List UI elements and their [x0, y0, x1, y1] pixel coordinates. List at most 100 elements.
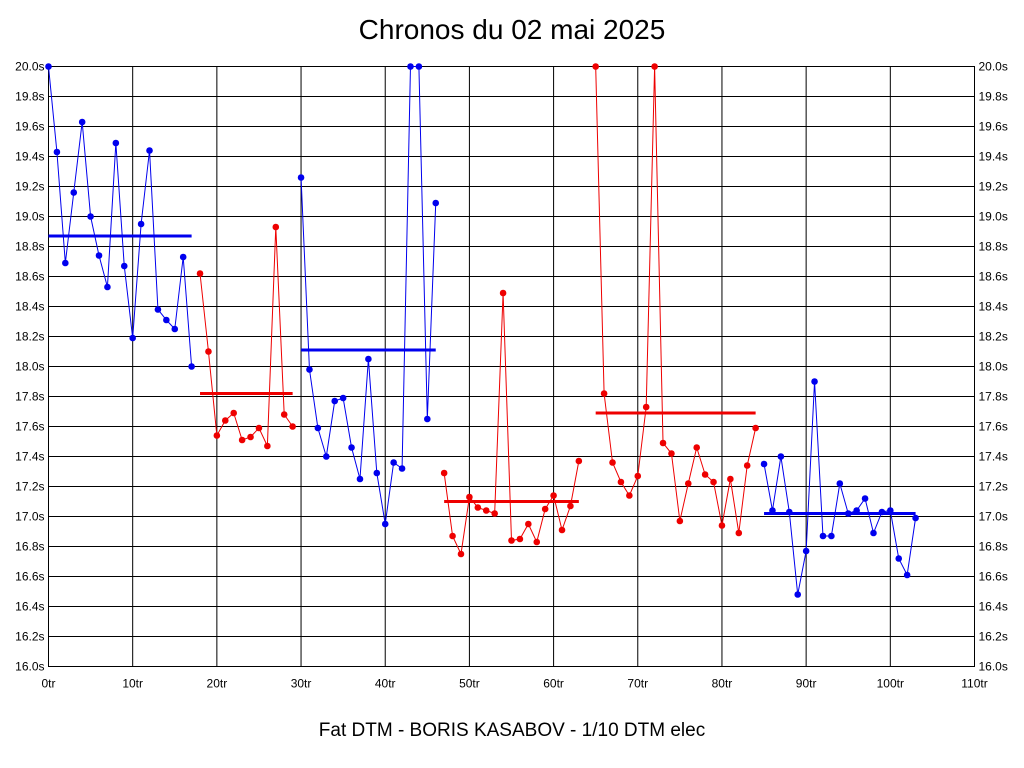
- data-point: [348, 444, 355, 451]
- y-tick-label-left: 16.2s: [15, 630, 44, 644]
- y-tick-label-right: 19.2s: [979, 180, 1008, 194]
- data-point: [129, 334, 136, 342]
- x-tick-label: 50tr: [459, 677, 480, 691]
- y-tick-label-right: 20.0s: [979, 60, 1008, 74]
- y-tick-label-right: 17.6s: [979, 420, 1008, 434]
- data-point: [567, 502, 574, 510]
- data-point: [87, 213, 94, 220]
- x-tick-label: 70tr: [627, 677, 648, 691]
- series-4: [440, 289, 583, 558]
- data-point: [508, 537, 515, 544]
- data-point: [474, 504, 482, 511]
- data-point: [558, 526, 566, 534]
- x-tick-label: 40tr: [375, 677, 396, 691]
- data-point: [516, 535, 524, 543]
- data-point: [617, 478, 625, 486]
- data-point: [828, 532, 835, 540]
- data-point: [356, 475, 364, 483]
- y-tick-label-right: 17.2s: [979, 480, 1008, 494]
- y-tick-label-left: 19.8s: [15, 90, 44, 104]
- y-tick-label-left: 19.2s: [15, 180, 44, 194]
- series-line-2: [199, 226, 294, 447]
- data-point: [154, 306, 162, 313]
- data-point: [95, 252, 103, 259]
- data-point: [735, 529, 743, 537]
- x-tick-label: 110tr: [961, 677, 987, 691]
- data-point: [482, 507, 490, 514]
- y-tick-label-left: 17.2s: [15, 480, 44, 494]
- data-point: [264, 442, 271, 450]
- data-point: [390, 459, 397, 466]
- data-point: [525, 520, 532, 528]
- data-point: [600, 390, 608, 397]
- data-point: [365, 355, 372, 363]
- data-point: [221, 417, 229, 424]
- data-point: [626, 492, 633, 499]
- y-tick-label-right: 18.6s: [979, 270, 1008, 284]
- data-point: [255, 424, 263, 432]
- data-point: [870, 529, 877, 537]
- y-tick-label-right: 16.0s: [979, 660, 1008, 674]
- data-point: [861, 495, 869, 502]
- y-tick-label-left: 16.0s: [15, 660, 44, 674]
- y-tick-label-right: 16.6s: [979, 570, 1008, 584]
- data-point: [802, 547, 810, 555]
- data-point: [878, 508, 886, 516]
- y-tick-label-left: 19.4s: [15, 150, 44, 164]
- y-tick-label-left: 19.0s: [15, 210, 44, 224]
- series-2: [196, 223, 296, 450]
- data-point: [213, 432, 221, 439]
- data-point: [137, 220, 145, 228]
- y-tick-label-left: 16.6s: [15, 570, 44, 584]
- data-point: [684, 480, 692, 487]
- data-point: [205, 348, 212, 355]
- data-point: [642, 403, 650, 411]
- data-point: [743, 462, 751, 469]
- y-tick-label-right: 16.4s: [979, 600, 1008, 614]
- series-5: [592, 63, 759, 537]
- data-point: [752, 424, 759, 432]
- y-tick-label-left: 18.8s: [15, 240, 44, 254]
- y-tick-label-left: 18.4s: [15, 300, 44, 314]
- chart-footer: Fat DTM - BORIS KASABOV - 1/10 DTM elec: [318, 720, 706, 741]
- data-point: [196, 270, 204, 277]
- x-tick-label: 0tr: [41, 677, 55, 691]
- y-tick-label-left: 16.8s: [15, 540, 44, 554]
- data-point: [609, 459, 616, 466]
- data-point: [440, 469, 448, 477]
- data-point: [760, 460, 768, 468]
- data-point: [466, 493, 473, 501]
- data-point: [188, 363, 195, 370]
- data-point: [668, 450, 675, 457]
- data-point: [449, 532, 456, 540]
- x-tick-label: 100tr: [877, 677, 904, 691]
- data-point: [693, 444, 700, 451]
- data-point: [146, 147, 153, 154]
- data-point: [407, 63, 414, 70]
- data-point: [53, 148, 61, 156]
- x-tick-label: 80tr: [712, 677, 733, 691]
- data-point: [651, 63, 658, 70]
- data-point: [895, 555, 903, 562]
- data-point: [432, 199, 440, 207]
- data-point: [701, 471, 709, 478]
- data-point: [78, 118, 86, 126]
- data-point: [272, 223, 280, 231]
- data-point: [314, 424, 322, 432]
- series-3: [297, 63, 440, 528]
- data-point: [811, 378, 818, 385]
- data-point: [819, 532, 827, 540]
- data-point: [575, 457, 583, 465]
- data-point: [457, 550, 465, 558]
- data-point: [163, 316, 170, 324]
- data-point: [727, 475, 734, 483]
- data-point: [533, 538, 541, 546]
- data-point: [592, 63, 599, 70]
- data-point: [903, 571, 911, 579]
- data-point: [120, 262, 128, 270]
- data-point: [45, 63, 52, 70]
- data-point: [280, 411, 288, 418]
- data-point: [238, 436, 246, 444]
- data-point: [179, 253, 187, 261]
